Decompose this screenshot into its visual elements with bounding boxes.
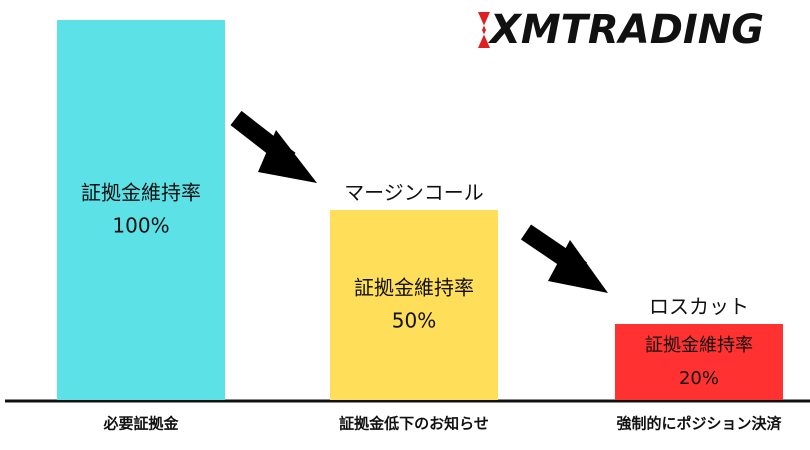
value-label: 100% [112, 214, 169, 238]
category-label: 証拠金低下のお知らせ [339, 415, 489, 433]
value-label: 50% [392, 309, 436, 333]
bar-label: 証拠金維持率 [81, 181, 201, 205]
arrow [520, 224, 608, 293]
category-label: 強制的にポジション決済 [616, 415, 782, 433]
bar [57, 20, 225, 400]
bar-label: 証拠金維持率 [354, 276, 474, 300]
annotation: ロスカット [649, 295, 749, 319]
bar-label: 証拠金維持率 [645, 335, 753, 356]
value-label: 20% [679, 368, 719, 389]
bar [330, 210, 498, 400]
arrow [230, 110, 317, 183]
category-label: 必要証拠金 [102, 415, 179, 433]
logo-mark [478, 12, 490, 48]
bar [615, 324, 783, 400]
annotation: マージンコール [344, 181, 484, 205]
logo: XMTRADING [487, 7, 764, 53]
